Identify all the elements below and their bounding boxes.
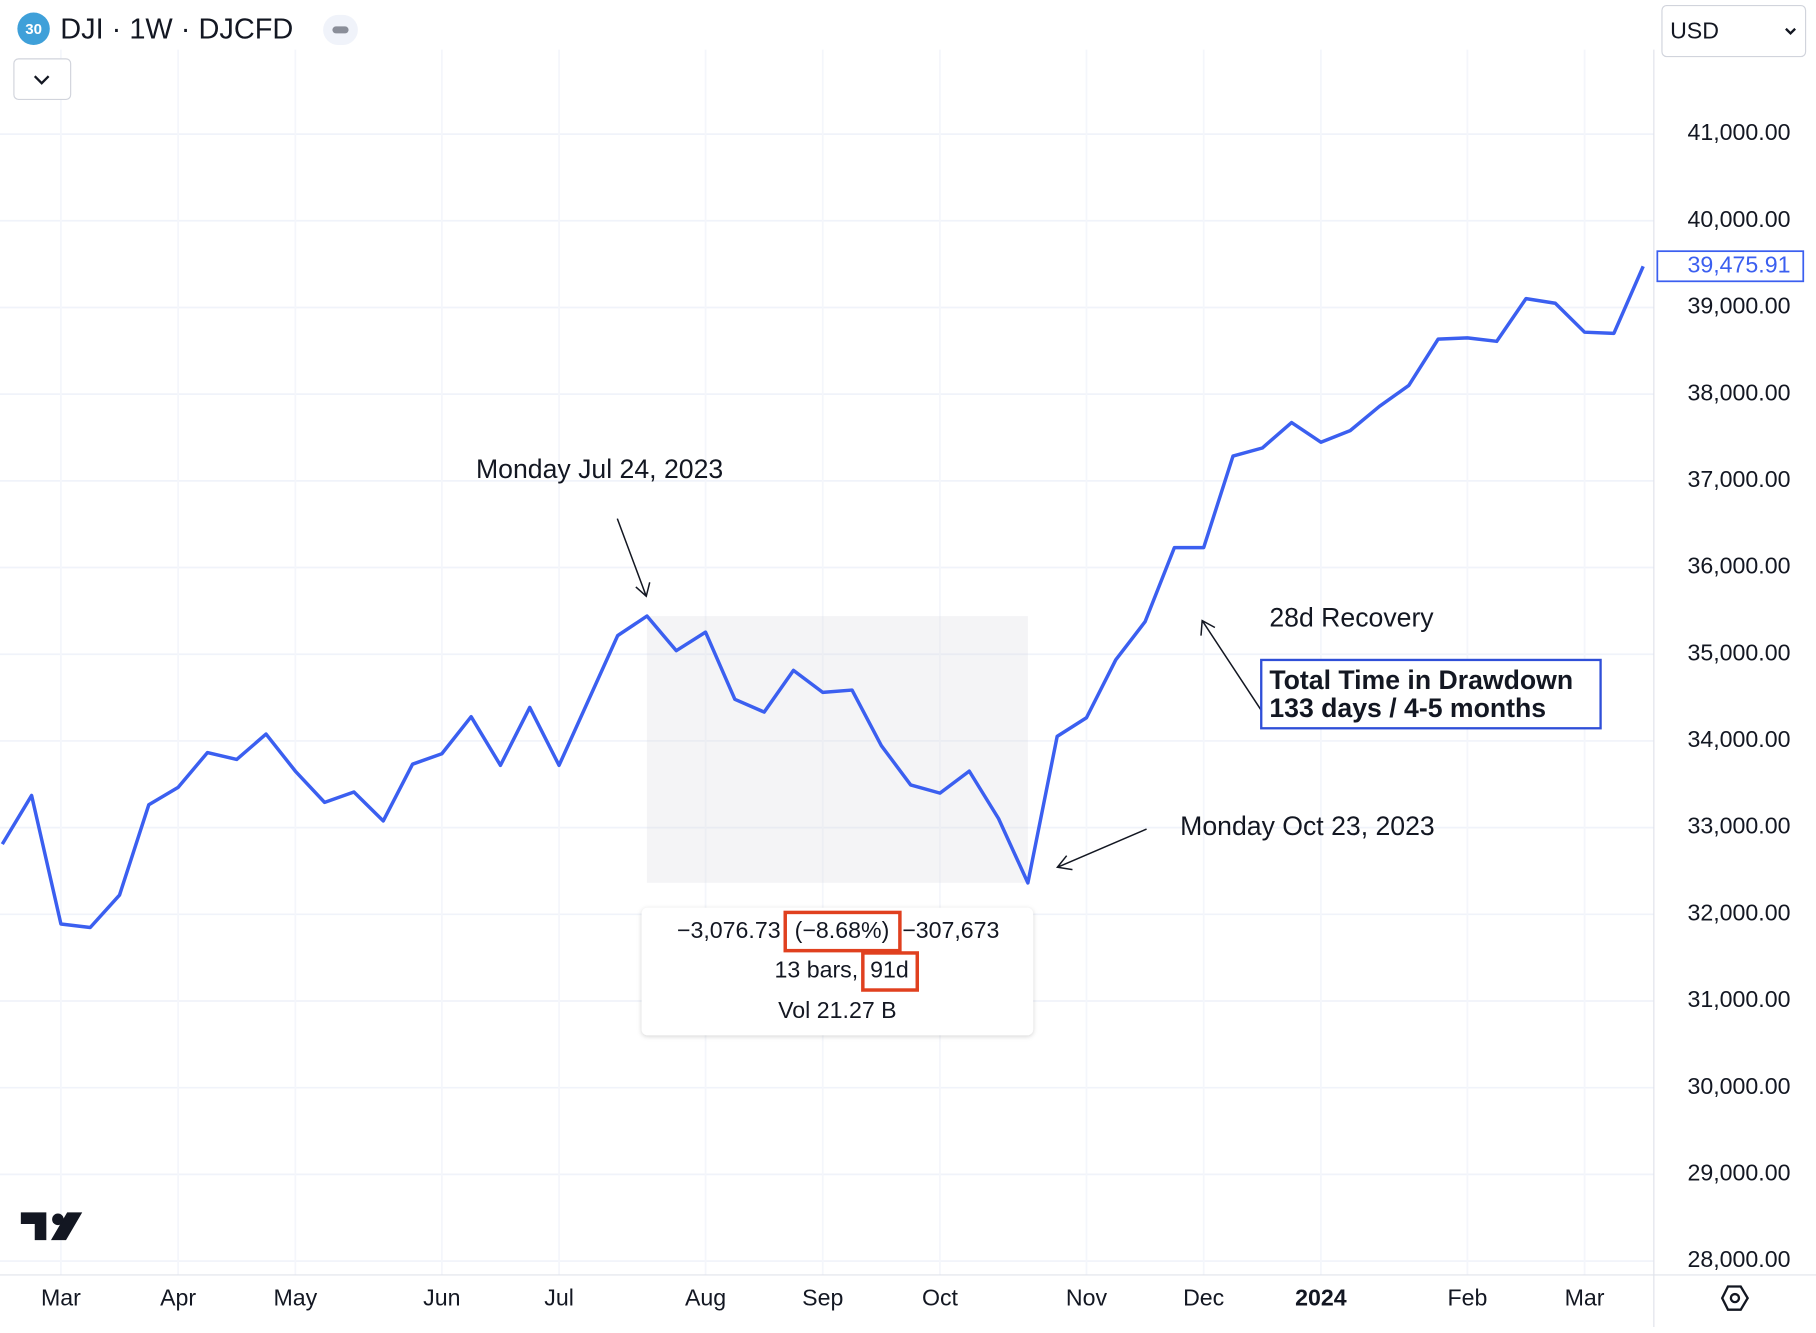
x-tick-label: 2024 — [1295, 1284, 1347, 1310]
measure-volume: Vol 21.27 B — [778, 997, 896, 1023]
x-tick-label: Apr — [160, 1284, 196, 1310]
collapse-icon — [332, 26, 349, 34]
x-tick-label: Oct — [922, 1284, 959, 1310]
x-tick-label: May — [273, 1284, 317, 1310]
y-tick-label: 37,000.00 — [1687, 466, 1790, 492]
x-tick-label: Jul — [544, 1284, 574, 1310]
y-tick-label: 40,000.00 — [1687, 206, 1790, 232]
last-price-box — [1656, 250, 1805, 283]
annotation-box — [1260, 658, 1602, 730]
y-tick-label: 32,000.00 — [1687, 899, 1790, 925]
arrow — [1200, 619, 1264, 713]
settings-button[interactable] — [1720, 1285, 1750, 1311]
badge — [17, 12, 50, 45]
logo — [52, 1213, 64, 1226]
x-tick-label: Jun — [423, 1284, 460, 1310]
annotation: 28d Recovery — [1269, 602, 1434, 632]
x-tick-label: Sep — [802, 1284, 843, 1310]
currency-text: USD — [1670, 17, 1719, 43]
x-tick-label: Nov — [1066, 1284, 1108, 1310]
y-tick-label: 35,000.00 — [1687, 639, 1790, 665]
y-tick-label: 34,000.00 — [1687, 726, 1790, 752]
measure-ticks: −307,673 — [902, 917, 999, 943]
y-tick-label: 36,000.00 — [1687, 553, 1790, 579]
measure-tooltip — [641, 907, 1034, 1036]
drawdown-range — [646, 616, 1028, 883]
badge-text: 30 — [25, 21, 42, 38]
measure-bars: 13 bars, — [775, 957, 859, 983]
y-tick-label: 31,000.00 — [1687, 986, 1790, 1012]
symbol-title: DJI · 1W · DJCFD — [60, 14, 293, 46]
y-tick-label: 38,000.00 — [1687, 379, 1790, 405]
chevron — [1785, 27, 1796, 36]
last-price-label: 39,475.91 — [1687, 251, 1790, 277]
x-tick-label: Dec — [1183, 1284, 1224, 1310]
y-tick-label: 28,000.00 — [1687, 1246, 1790, 1272]
logo — [20, 1212, 83, 1241]
annotation: Monday Oct 23, 2023 — [1180, 811, 1435, 841]
expand-button[interactable] — [13, 58, 72, 100]
y-tick-label: 39,000.00 — [1687, 293, 1790, 319]
y-tick-label: 41,000.00 — [1687, 119, 1790, 145]
annotation: Total Time in Drawdown — [1269, 665, 1573, 695]
highlight-box — [861, 951, 920, 992]
currency-select[interactable] — [1661, 5, 1807, 58]
annotation: Monday Jul 24, 2023 — [476, 454, 723, 484]
arrow — [1056, 828, 1147, 871]
measure-days: 91d — [870, 957, 909, 983]
y-tick-label: 29,000.00 — [1687, 1159, 1790, 1185]
annotation: 133 days / 4-5 months — [1269, 693, 1546, 723]
x-tick-label: Aug — [685, 1284, 726, 1310]
x-tick-label: Feb — [1447, 1284, 1487, 1310]
measure-change: −3,076.73 — [677, 917, 781, 943]
settings-icon — [1729, 1292, 1741, 1304]
measure-percent: (−8.68%) — [795, 917, 890, 943]
y-tick-label: 33,000.00 — [1687, 813, 1790, 839]
chevron — [33, 75, 50, 85]
y-tick-label: 30,000.00 — [1687, 1073, 1790, 1099]
price-line — [0, 265, 1645, 930]
x-tick-label: Mar — [41, 1284, 81, 1310]
highlight-box — [783, 910, 902, 953]
x-tick-label: Mar — [1565, 1284, 1605, 1310]
arrow — [616, 518, 651, 598]
